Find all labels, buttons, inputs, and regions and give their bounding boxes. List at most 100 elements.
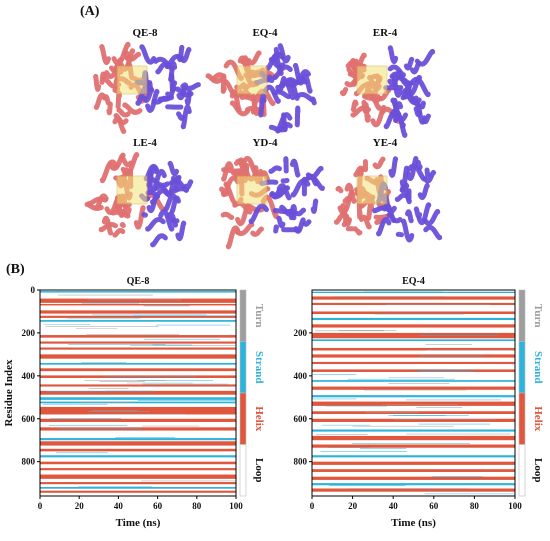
legend-label-loop: Loop	[253, 458, 265, 482]
legend-swatch-loop	[518, 444, 526, 497]
x-tick-label: 40	[114, 501, 124, 511]
x-tick-label: 100	[229, 501, 243, 511]
y-tick-label: 200	[22, 328, 36, 338]
ss-band-helix	[312, 386, 515, 390]
legend-label-turn: Turn	[253, 304, 265, 327]
ss-band-helix	[312, 369, 515, 372]
structure-qe-8: QE-8	[93, 27, 201, 134]
ss-band-strand	[40, 455, 236, 458]
ss-band-strand	[312, 339, 515, 342]
ss-band-helix	[40, 354, 236, 359]
legend-swatch-turn	[239, 289, 247, 342]
ss-band-helix	[312, 311, 515, 315]
ss-band-helix	[40, 490, 236, 493]
structure-title: LE-4	[133, 137, 157, 149]
ss-band-helix	[312, 296, 515, 300]
legend-swatch-turn	[518, 289, 526, 342]
legend-label-helix: Helix	[253, 406, 265, 432]
ss-band-strand	[312, 455, 515, 458]
ss-band-helix	[40, 347, 236, 350]
ss-band-strand	[40, 486, 236, 489]
ss-band-helix	[312, 461, 515, 465]
ss-band-strand	[40, 362, 236, 365]
ss-band-helix	[40, 418, 236, 422]
legend-label-strand: Strand	[253, 351, 265, 383]
structure-title: ER-4	[373, 27, 398, 39]
ss-band-helix	[312, 354, 515, 358]
y-axis-title: Residue Index	[3, 359, 15, 426]
legend-swatch-loop	[239, 444, 247, 497]
x-tick-label: 0	[38, 501, 43, 511]
ss-band-helix	[40, 310, 236, 314]
protein-chain-a	[219, 155, 279, 250]
legend-label-turn: Turn	[532, 304, 544, 327]
ss-band-strand	[312, 380, 515, 382]
y-tick-label: 0	[31, 285, 36, 295]
ss-band-strand	[312, 291, 515, 294]
protein-chain-b	[135, 44, 201, 130]
y-tick-label: 600	[294, 414, 308, 424]
ss-band-helix	[312, 302, 515, 306]
ss-band-helix	[40, 390, 236, 395]
y-tick-label: 600	[22, 414, 36, 424]
ss-band-helix	[40, 298, 236, 303]
ss-band-helix	[312, 361, 515, 365]
x-tick-label: 20	[75, 501, 85, 511]
panel-b-label: (B)	[6, 262, 25, 277]
protein-chain-b	[248, 156, 325, 234]
dssp-chart-qe-8: QE-8 0 20 40 60 80 100 0 200 400 600 800 Time (ns) Re…	[3, 276, 265, 529]
ss-band-helix	[312, 469, 515, 472]
ss-band-strand	[312, 483, 515, 486]
ss-band-strand	[312, 429, 515, 432]
structure-title: YD-4	[252, 137, 278, 149]
legend-label-helix: Helix	[532, 406, 544, 432]
ss-band-helix	[40, 461, 236, 465]
legend-swatch-helix	[239, 392, 247, 445]
chart-title: EQ-4	[402, 276, 425, 287]
chart-title: QE-8	[127, 276, 150, 287]
structure-eq-4: EQ-4	[205, 27, 317, 134]
plot-frame	[311, 289, 516, 497]
ss-band-helix	[312, 476, 515, 480]
legend-swatch-strand	[239, 341, 247, 394]
protein-chain-b	[383, 45, 436, 138]
x-tick-label: 40	[389, 501, 399, 511]
structure-ye-4: YE-4	[333, 137, 443, 243]
structure-title: QE-8	[132, 27, 158, 39]
ss-band-helix	[40, 482, 236, 485]
x-axis-title: Time (ns)	[391, 517, 436, 529]
legend-swatch-strand	[518, 341, 526, 394]
x-tick-label: 80	[470, 501, 480, 511]
ss-band-helix	[40, 368, 236, 372]
ss-band-helix	[40, 375, 236, 378]
ss-band-strand	[40, 291, 236, 293]
ss-band-strand	[40, 320, 236, 322]
ss-band-strand	[312, 395, 515, 398]
legend-swatch-helix	[518, 392, 526, 445]
ss-band-helix	[40, 384, 236, 387]
ligand-binding-box	[236, 65, 268, 95]
x-tick-label: 20	[348, 501, 358, 511]
ss-band-helix	[312, 435, 515, 441]
legend-label-strand: Strand	[532, 351, 544, 383]
ss-band-helix	[312, 444, 515, 448]
y-tick-label: 400	[294, 371, 308, 381]
dssp-chart-eq-4: EQ-4 0 20 40 60 80 100 200 400 600 800 Time (ns) Tur…	[294, 276, 545, 529]
ss-band-strand	[40, 397, 236, 400]
ss-band-helix	[40, 341, 236, 344]
ss-band-helix	[40, 448, 236, 452]
structure-er-4: ER-4	[339, 27, 436, 138]
ss-band-helix	[40, 335, 236, 338]
structure-le-4: LE-4	[84, 137, 194, 248]
x-axis-title: Time (ns)	[116, 517, 161, 529]
ligand-binding-box	[116, 65, 148, 95]
ss-band-helix	[40, 441, 236, 446]
structure-title: EQ-4	[252, 27, 278, 39]
protein-chain-b	[139, 160, 194, 248]
structure-title: YE-4	[373, 137, 398, 149]
ss-band-helix	[312, 401, 515, 406]
ss-band-helix	[40, 303, 236, 306]
x-tick-label: 60	[429, 501, 439, 511]
ss-band-helix	[40, 315, 236, 318]
